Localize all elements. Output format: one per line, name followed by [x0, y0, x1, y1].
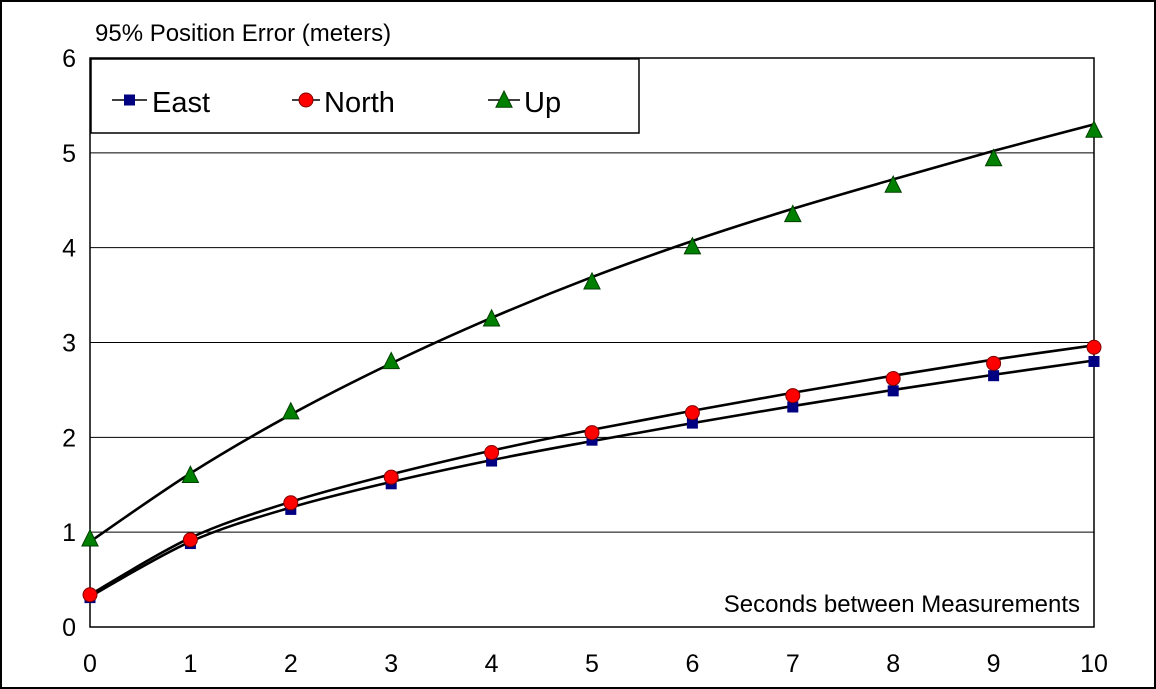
x-tick-label: 4: [485, 650, 499, 678]
legend-label-up: Up: [524, 87, 561, 119]
x-axis-label: Seconds between Measurements: [724, 591, 1080, 618]
x-tick-label: 6: [685, 650, 699, 678]
x-tick-label: 10: [1080, 650, 1108, 678]
y-axis-title: 95% Position Error (meters): [95, 20, 391, 47]
data-point-up: [81, 528, 99, 547]
data-point-north: [584, 425, 600, 441]
x-tick-label: 8: [886, 650, 900, 678]
data-point-east: [1088, 355, 1100, 367]
data-point-north: [283, 495, 299, 511]
data-point-up: [281, 401, 300, 420]
legend-box: [90, 58, 640, 134]
data-point-up: [382, 351, 401, 370]
data-point-north: [182, 532, 198, 548]
y-tick-label: 4: [62, 235, 76, 263]
data-point-up: [583, 271, 601, 290]
legend: East North Up: [90, 58, 640, 134]
tick-layer: 0 1 2 3 4 5 6 0 1 2 3 4 5 6 7 8 9 10: [62, 45, 1108, 678]
data-point-up: [1085, 119, 1103, 138]
marker-layer: [81, 119, 1103, 604]
legend-label-north: North: [324, 87, 395, 119]
data-point-up: [683, 236, 702, 255]
y-tick-label: 6: [62, 45, 76, 73]
data-point-east: [887, 385, 899, 397]
data-point-north: [684, 405, 700, 421]
data-point-north: [82, 587, 98, 603]
y-tick-label: 1: [62, 519, 76, 547]
data-point-north: [885, 371, 901, 387]
x-tick-label: 2: [284, 650, 298, 678]
legend-items: East North Up: [112, 87, 561, 119]
x-tick-label: 3: [384, 650, 398, 678]
grid-layer: [90, 152, 1094, 533]
data-point-north: [383, 469, 399, 485]
y-tick-label: 0: [62, 614, 76, 642]
curve-layer: [89, 123, 1095, 598]
data-point-up: [884, 174, 903, 193]
legend-marker-up: [495, 89, 513, 108]
data-point-up: [984, 148, 1003, 167]
x-tick-label: 0: [83, 650, 97, 678]
data-point-north: [986, 355, 1002, 371]
x-tick-label: 1: [183, 650, 197, 678]
data-point-east: [988, 370, 1000, 382]
legend-marker-east: [124, 94, 135, 106]
y-tick-label: 3: [62, 330, 76, 358]
x-tick-label: 5: [585, 650, 599, 678]
y-tick-label: 5: [62, 140, 76, 168]
data-point-up: [181, 465, 200, 483]
fit-curve-up: [89, 123, 1095, 543]
data-point-north: [484, 445, 500, 461]
legend-marker-north: [298, 92, 314, 108]
y-tick-label: 2: [62, 424, 76, 452]
data-point-up: [482, 308, 501, 327]
data-point-north: [1086, 339, 1102, 355]
fit-curve-east: [89, 359, 1095, 598]
data-point-east: [787, 401, 799, 413]
data-point-north: [785, 388, 801, 404]
legend-label-east: East: [152, 87, 210, 119]
x-tick-label: 7: [786, 650, 800, 678]
x-tick-label: 9: [987, 650, 1001, 678]
data-point-up: [783, 204, 802, 223]
